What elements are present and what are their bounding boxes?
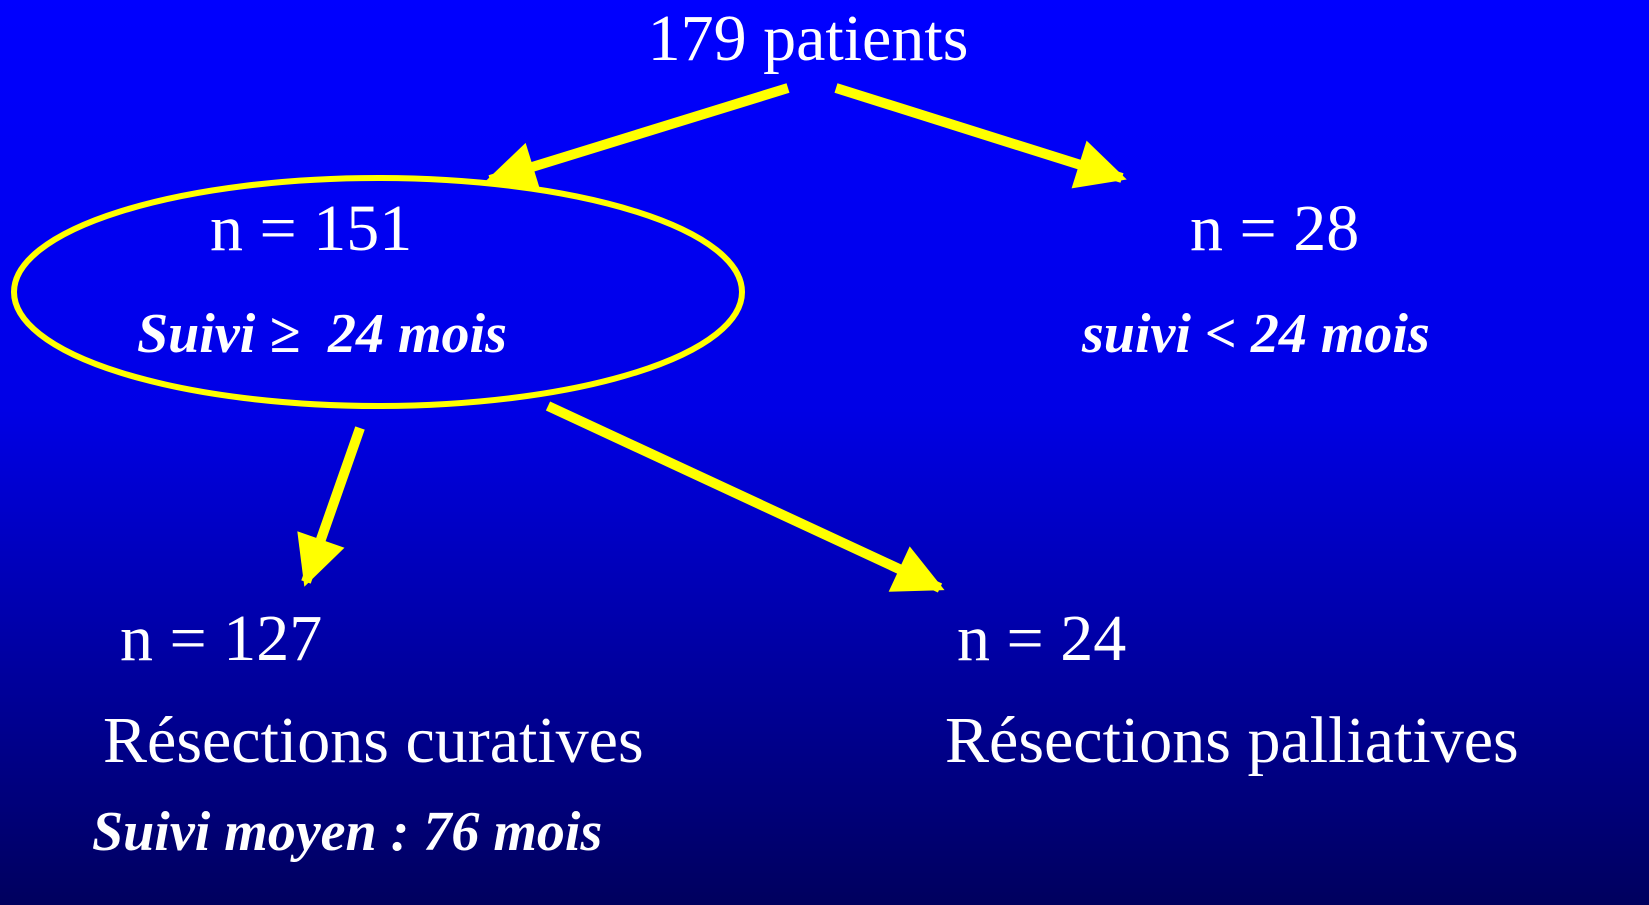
node-label: n = 24 [957,602,1126,675]
arrow [297,426,365,587]
arrow [485,83,790,191]
node-title: Résections curatives [103,704,644,777]
highlight-ellipse [11,175,745,409]
node-title: Résections palliatives [945,704,1519,777]
node-label: n = 28 [1190,192,1359,265]
node-label: n = 127 [120,602,322,675]
node-note: Suivi ≥ 24 mois [137,303,507,365]
root-label: 179 patients [648,2,969,75]
node-note: Suivi moyen : 76 mois [92,801,602,863]
arrow [545,401,945,593]
node-label: n = 151 [210,192,412,265]
arrow [834,83,1127,189]
arrows [297,83,1127,593]
node-note: suivi < 24 mois [1081,303,1430,365]
